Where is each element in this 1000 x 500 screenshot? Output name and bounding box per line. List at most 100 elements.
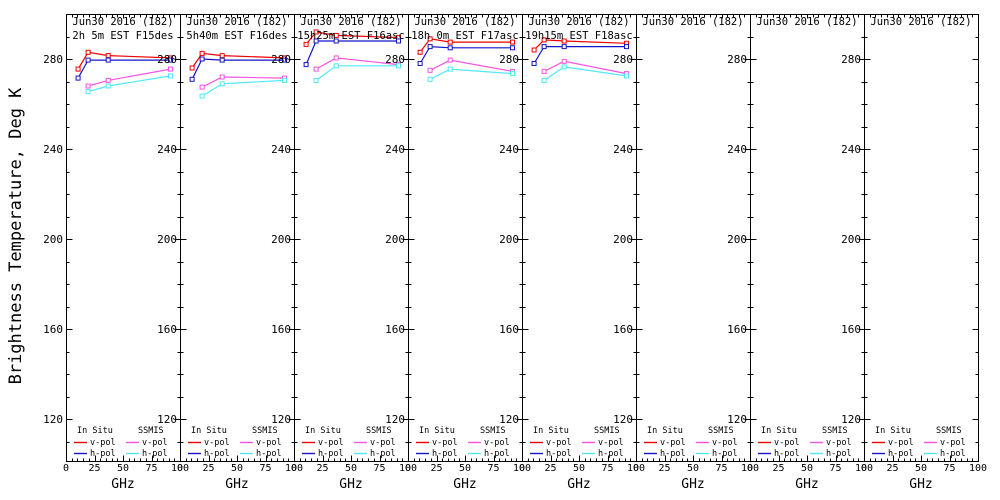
x-tick-label: 100 bbox=[968, 463, 988, 474]
legend-item-label: h-pol bbox=[142, 448, 168, 459]
y-tick-label: 120 bbox=[271, 412, 291, 426]
x-tick-label: 25 bbox=[430, 463, 443, 474]
series-marker-in-situ-h-pol bbox=[561, 44, 567, 50]
series-marker-in-situ-h-pol bbox=[199, 56, 205, 62]
legend-header-ssmis: SSMIS bbox=[822, 426, 848, 436]
x-tick-label: 25 bbox=[544, 463, 557, 474]
legend-header-ssmis: SSMIS bbox=[480, 426, 506, 436]
x-tick-label: 0 bbox=[176, 463, 184, 474]
x-tick-label: 0 bbox=[746, 463, 754, 474]
panel-subtitle: 19h15m EST F18asc bbox=[525, 30, 633, 42]
x-tick-label: 75 bbox=[943, 463, 956, 474]
x-axis-unit-label: GHz bbox=[453, 477, 477, 492]
x-tick-label: 0 bbox=[404, 463, 412, 474]
y-tick-label: 280 bbox=[43, 52, 63, 66]
x-tick-label: 100 bbox=[170, 463, 190, 474]
series-marker-in-situ-h-pol bbox=[75, 75, 81, 81]
x-tick-label: 75 bbox=[145, 463, 158, 474]
y-tick-label: 120 bbox=[613, 412, 633, 426]
x-tick-label: 25 bbox=[886, 463, 899, 474]
x-tick-label: 25 bbox=[316, 463, 329, 474]
panel-title: Jun30 2016 (182) bbox=[756, 16, 858, 28]
legend-item-label: h-pol bbox=[90, 448, 116, 459]
x-tick-label: 0 bbox=[632, 463, 640, 474]
series-marker-ssmis-v-pol bbox=[219, 74, 225, 80]
legend-item-label: v-pol bbox=[826, 437, 852, 448]
y-tick-label: 200 bbox=[43, 232, 63, 246]
series-marker-ssmis-h-pol bbox=[624, 73, 629, 79]
series-marker-ssmis-h-pol bbox=[168, 73, 173, 79]
y-tick-label: 200 bbox=[841, 232, 861, 246]
series-marker-in-situ-v-pol bbox=[189, 65, 195, 71]
series-line-in-situ-v-pol bbox=[419, 38, 513, 53]
y-tick-label: 160 bbox=[43, 322, 63, 336]
panel-frame bbox=[864, 14, 979, 462]
series-marker-in-situ-h-pol bbox=[510, 45, 515, 51]
x-tick-label: 75 bbox=[601, 463, 614, 474]
series-marker-in-situ-h-pol bbox=[105, 57, 111, 63]
series-marker-ssmis-v-pol bbox=[168, 66, 173, 72]
y-tick-label: 280 bbox=[385, 52, 405, 66]
series-marker-ssmis-v-pol bbox=[561, 58, 567, 64]
legend-item-label: h-pol bbox=[204, 448, 230, 459]
x-tick-label: 75 bbox=[373, 463, 386, 474]
y-tick-label: 200 bbox=[613, 232, 633, 246]
series-marker-ssmis-v-pol bbox=[105, 77, 111, 83]
series-marker-ssmis-h-pol bbox=[105, 83, 111, 89]
legend-header-ssmis: SSMIS bbox=[594, 426, 620, 436]
series-marker-in-situ-h-pol bbox=[85, 57, 91, 63]
x-tick-label: 50 bbox=[344, 463, 358, 474]
series-marker-in-situ-v-pol bbox=[105, 53, 111, 59]
series-marker-in-situ-h-pol bbox=[219, 57, 225, 63]
legend-item-label: v-pol bbox=[598, 437, 624, 448]
y-tick-label: 160 bbox=[157, 322, 177, 336]
x-axis-unit-label: GHz bbox=[795, 477, 819, 492]
y-tick-label: 280 bbox=[499, 52, 519, 66]
series-marker-in-situ-h-pol bbox=[427, 44, 433, 50]
legend-item-label: v-pol bbox=[660, 437, 686, 448]
series-marker-in-situ-v-pol bbox=[219, 53, 225, 59]
legend-item-label: h-pol bbox=[660, 448, 686, 459]
y-tick-label: 160 bbox=[271, 322, 291, 336]
legend-header-in-situ: In Situ bbox=[533, 426, 569, 436]
panel-subtitle: 18h 0m EST F17asc bbox=[411, 30, 519, 42]
series-marker-ssmis-v-pol bbox=[541, 68, 547, 74]
y-tick-label: 120 bbox=[727, 412, 747, 426]
legend-item-label: h-pol bbox=[598, 448, 624, 459]
series-line-in-situ-v-pol bbox=[533, 39, 627, 51]
legend-item-label: h-pol bbox=[256, 448, 282, 459]
series-line-ssmis-h-pol bbox=[201, 79, 285, 97]
panel-subtitle: 15h25m EST F16asc bbox=[297, 30, 405, 42]
panel-title: Jun30 2016 (182) bbox=[528, 16, 630, 28]
y-tick-label: 160 bbox=[841, 322, 861, 336]
series-line-in-situ-v-pol bbox=[191, 52, 285, 69]
y-tick-label: 240 bbox=[385, 142, 405, 156]
x-tick-label: 50 bbox=[800, 463, 814, 474]
x-tick-label: 100 bbox=[284, 463, 304, 474]
y-tick-label: 120 bbox=[157, 412, 177, 426]
x-tick-label: 0 bbox=[62, 463, 70, 474]
series-line-in-situ-h-pol bbox=[305, 40, 399, 65]
series-marker-ssmis-v-pol bbox=[199, 84, 205, 90]
series-marker-in-situ-v-pol bbox=[333, 32, 339, 38]
legend-header-ssmis: SSMIS bbox=[936, 426, 962, 436]
legend-item-label: h-pol bbox=[712, 448, 738, 459]
y-tick-label: 280 bbox=[271, 52, 291, 66]
series-marker-ssmis-h-pol bbox=[199, 93, 205, 99]
legend-item-label: h-pol bbox=[546, 448, 572, 459]
x-tick-label: 100 bbox=[398, 463, 418, 474]
legend-item-label: v-pol bbox=[774, 437, 800, 448]
y-tick-label: 280 bbox=[613, 52, 633, 66]
series-marker-in-situ-v-pol bbox=[447, 39, 453, 45]
series-marker-in-situ-h-pol bbox=[531, 61, 537, 66]
legend-item-label: v-pol bbox=[484, 437, 510, 448]
y-tick-label: 240 bbox=[271, 142, 291, 156]
series-marker-in-situ-h-pol bbox=[189, 76, 195, 82]
y-tick-label: 200 bbox=[727, 232, 747, 246]
x-axis-unit-label: GHz bbox=[111, 477, 135, 492]
x-tick-label: 75 bbox=[829, 463, 842, 474]
x-axis-unit-label: GHz bbox=[339, 477, 363, 492]
x-tick-label: 50 bbox=[914, 463, 928, 474]
series-line-in-situ-h-pol bbox=[191, 58, 285, 80]
